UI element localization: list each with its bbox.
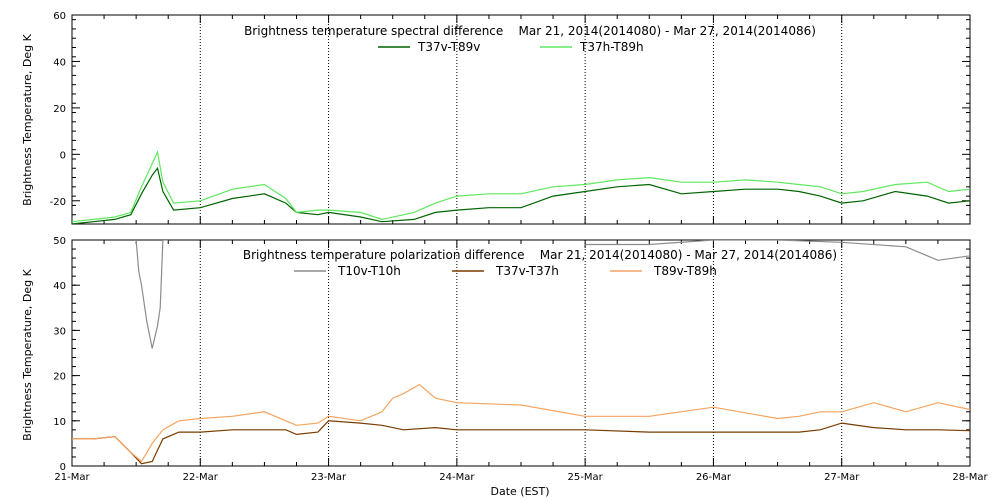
x-tick-label: 22-Mar: [183, 472, 219, 483]
series-line-t10v-t10h: [135, 240, 169, 349]
polarization-x-axis: 21-Mar 22-Mar 23-Mar 24-Mar 25-Mar 26-Mar 27-M…: [54, 240, 988, 483]
spectral-y-axis: -20 0 20 40 60: [50, 11, 970, 225]
x-tick-label: 24-Mar: [439, 472, 475, 483]
x-tick-label: 28-Mar: [952, 472, 988, 483]
spectral-day-gridlines: [199, 15, 843, 224]
y-tick-label: 40: [53, 57, 66, 68]
x-tick-label: 26-Mar: [696, 472, 732, 483]
x-tick-label: 21-Mar: [54, 472, 90, 483]
series-line-t37h-t89h: [72, 150, 970, 223]
y-tick-label: -20: [50, 197, 66, 208]
spectral-series: [72, 150, 970, 224]
legend-label: T37v-T89v: [417, 40, 480, 54]
y-tick-label: 20: [53, 372, 66, 383]
polarization-series: [72, 240, 970, 465]
x-axis-label: Date (EST): [490, 485, 549, 498]
y-tick-label: 30: [53, 326, 66, 337]
x-tick-label: 27-Mar: [824, 472, 860, 483]
series-line-t37v-t37h: [72, 420, 970, 465]
polarization-chart-title: Brightness temperature polarization diff…: [243, 248, 837, 262]
x-tick-label: 23-Mar: [311, 472, 347, 483]
spectral-difference-panel: -20 0 20 40 60 Brightness temperature spectr…: [21, 11, 971, 225]
polarization-y-axis-label: Brightness Temperature, Deg K: [21, 268, 34, 440]
y-tick-label: 10: [53, 417, 66, 428]
y-tick-label: 0: [60, 150, 66, 161]
spectral-chart-title: Brightness temperature spectral differen…: [244, 24, 816, 38]
legend-label: T37v-T37h: [495, 264, 559, 278]
polarization-difference-panel: 0 10 20 30 40 50 21-Mar 22-Mar 23-Mar 24-Mar 25-M…: [21, 236, 988, 498]
legend-label: T37h-T89h: [579, 40, 644, 54]
spectral-plot-frame: [71, 14, 971, 225]
series-line-t10v-t10h: [585, 240, 970, 261]
x-tick-label: 25-Mar: [568, 472, 604, 483]
spectral-legend: T37v-T89v T37h-T89h: [378, 40, 644, 54]
spectral-x-ticks: [71, 15, 971, 224]
y-tick-label: 40: [53, 281, 66, 292]
polarization-y-axis: 0 10 20 30 40 50: [53, 236, 970, 473]
legend-label: T10v-T10h: [337, 264, 401, 278]
spectral-y-axis-label: Brightness Temperature, Deg K: [21, 33, 34, 205]
y-tick-label: 60: [53, 11, 66, 22]
legend-label: T89v-T89h: [653, 264, 717, 278]
y-tick-label: 50: [53, 236, 66, 247]
y-tick-label: 0: [60, 462, 66, 473]
polarization-legend: T10v-T10h T37v-T37h T89v-T89h: [294, 264, 717, 278]
series-line-t37v-t89v: [72, 166, 970, 224]
series-line-t89v-t89h: [72, 383, 970, 463]
y-tick-label: 20: [53, 104, 66, 115]
